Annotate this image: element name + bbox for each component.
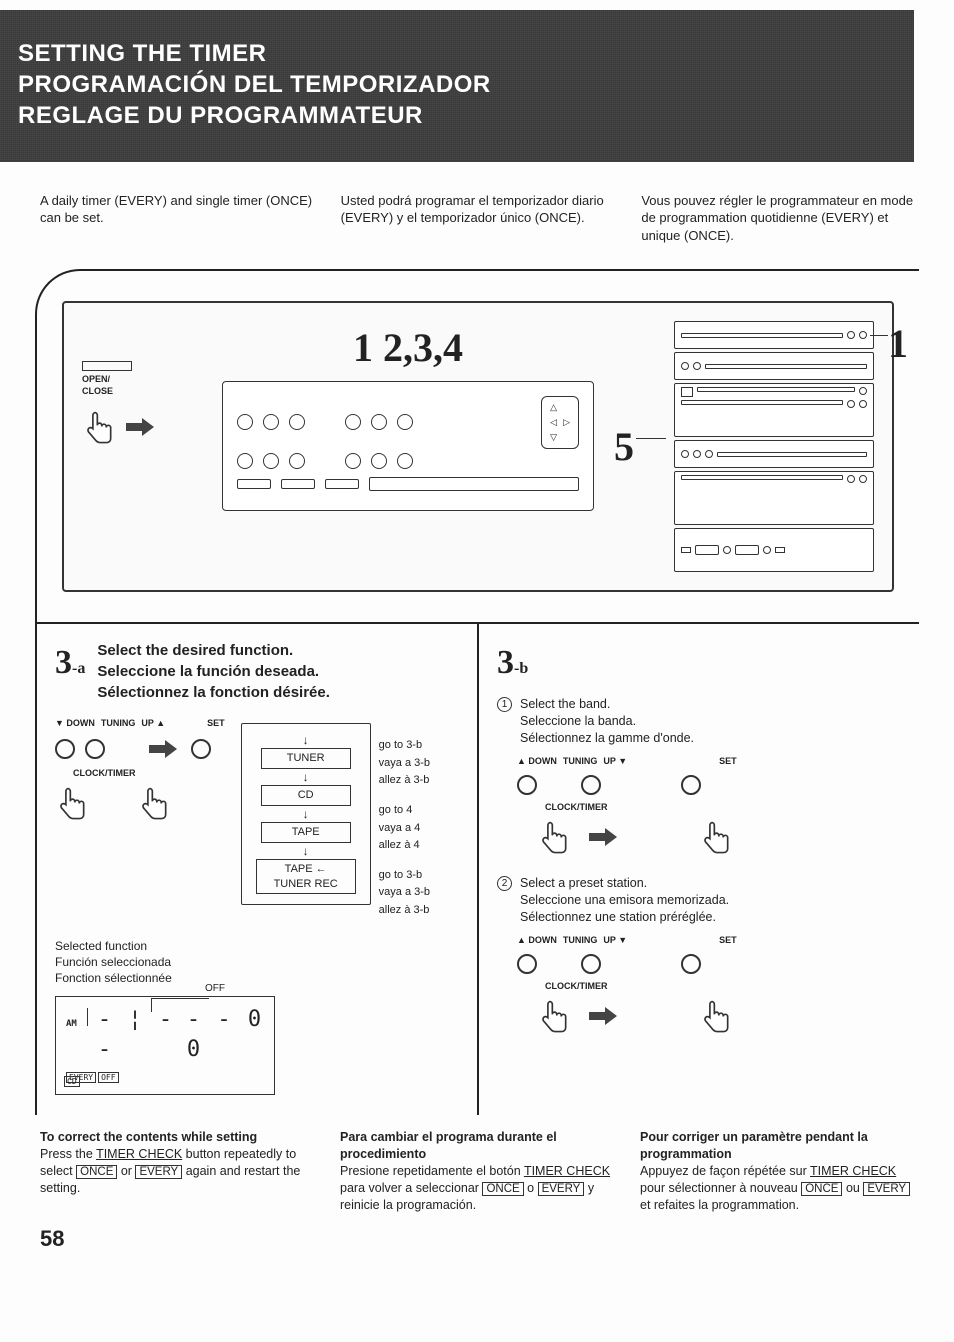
intro-en: A daily timer (EVERY) and single timer (… bbox=[40, 192, 313, 245]
footer-col-fr: Pour corriger un paramètre pendant la pr… bbox=[640, 1129, 914, 1214]
arrow-right-icon bbox=[145, 737, 181, 761]
open-close-label: OPEN/ CLOSE bbox=[82, 373, 202, 397]
intro-es: Usted podrá programar el temporizador di… bbox=[341, 192, 614, 245]
step-3b-item1: 1 Select the band. Seleccione la banda. … bbox=[497, 696, 901, 747]
tuning-controls-3b-2: ▲ DOWN TUNING UP ▼ SET CLOCK/TIMER bbox=[517, 934, 901, 1036]
up-knob[interactable] bbox=[85, 739, 105, 759]
flow-cd: CD bbox=[261, 785, 351, 806]
flow-tape: TAPE bbox=[261, 822, 351, 843]
header-line3: REGLAGE DU PROGRAMMATEUR bbox=[18, 100, 896, 131]
arrow-right-icon bbox=[122, 415, 158, 439]
arrow-right-icon bbox=[585, 825, 621, 849]
function-flowchart: ↓ TUNER ↓ CD ↓ TAPE ↓ TAPE ← TUNER REC g… bbox=[241, 723, 430, 919]
header-line1: SETTING THE TIMER bbox=[18, 38, 896, 69]
flow-side-labels: go to 3-b vaya a 3-b allez à 3-b go to 4… bbox=[379, 723, 430, 919]
device-illustration: OPEN/ CLOSE 1 2,3,4 △ ◁▷ ▽ bbox=[62, 301, 894, 592]
step-3a-titles: Select the desired function. Seleccione … bbox=[97, 640, 330, 703]
footer-col-es: Para cambiar el programa durante el proc… bbox=[340, 1129, 614, 1214]
tuning-controls-3a: ▼ DOWN TUNING UP ▲ SET CLOCK/TIMER bbox=[55, 717, 225, 823]
header-band: SETTING THE TIMER PROGRAMACIÓN DEL TEMPO… bbox=[0, 10, 914, 162]
clocktimer-label: CLOCK/TIMER bbox=[545, 980, 901, 992]
flow-tape-tuner-rec: TAPE ← TUNER REC bbox=[256, 859, 356, 895]
stereo-stack: 1 bbox=[674, 321, 874, 572]
down-knob[interactable] bbox=[517, 954, 537, 974]
arrow-right-icon bbox=[585, 1004, 621, 1028]
main-frame: OPEN/ CLOSE 1 2,3,4 △ ◁▷ ▽ bbox=[35, 269, 919, 1115]
hand-icon bbox=[82, 407, 116, 447]
clocktimer-label: CLOCK/TIMER bbox=[73, 767, 225, 779]
open-close-block: OPEN/ CLOSE bbox=[82, 321, 202, 447]
step-3b-item2: 2 Select a preset station. Seleccione un… bbox=[497, 875, 901, 926]
intro-columns: A daily timer (EVERY) and single timer (… bbox=[0, 192, 954, 270]
set-knob[interactable] bbox=[681, 954, 701, 974]
page-number: 58 bbox=[0, 1224, 954, 1266]
set-knob[interactable] bbox=[191, 739, 211, 759]
step-3b-id: 3-b bbox=[497, 640, 901, 686]
lcd-off-label: OFF bbox=[205, 982, 225, 996]
panel-step-numbers: 1 2,3,4 bbox=[222, 321, 594, 375]
footer-col-en: To correct the contents while setting Pr… bbox=[40, 1129, 314, 1214]
up-knob[interactable] bbox=[581, 954, 601, 974]
lower-steps: 3-a Select the desired function. Selecci… bbox=[37, 622, 919, 1115]
down-knob[interactable] bbox=[517, 775, 537, 795]
callout-1: 1 bbox=[888, 317, 908, 371]
selected-function-caption: Selected function Función seleccionada F… bbox=[55, 938, 459, 987]
center-panel: △ ◁▷ ▽ bbox=[222, 381, 594, 511]
callout-5: 5 bbox=[614, 420, 654, 474]
callout-5-wrap: 5 bbox=[614, 420, 654, 474]
tuning-controls-3b-1: ▲ DOWN TUNING UP ▼ SET CLOCK/TIMER bbox=[517, 755, 901, 857]
center-panel-wrap: 1 2,3,4 △ ◁▷ ▽ bbox=[222, 321, 594, 511]
step-3b: 3-b 1 Select the band. Seleccione la ban… bbox=[477, 624, 919, 1115]
hand-icon bbox=[537, 817, 571, 857]
clocktimer-label: CLOCK/TIMER bbox=[545, 801, 901, 813]
down-knob[interactable] bbox=[55, 739, 75, 759]
footer-notes: To correct the contents while setting Pr… bbox=[0, 1115, 954, 1224]
set-knob[interactable] bbox=[681, 775, 701, 795]
hand-icon bbox=[137, 783, 171, 823]
hand-icon bbox=[537, 996, 571, 1036]
header-line2: PROGRAMACIÓN DEL TEMPORIZADOR bbox=[18, 69, 896, 100]
flow-tuner: TUNER bbox=[261, 748, 351, 769]
step-3a: 3-a Select the desired function. Selecci… bbox=[37, 624, 477, 1115]
hand-icon bbox=[699, 996, 733, 1036]
up-knob[interactable] bbox=[581, 775, 601, 795]
hand-icon bbox=[699, 817, 733, 857]
intro-fr: Vous pouvez régler le programmateur en m… bbox=[641, 192, 914, 245]
step-3a-id: 3-a bbox=[55, 640, 85, 686]
lcd-display: AM - ¦ - - - - 0 0 EVERYOFF CD bbox=[55, 996, 275, 1095]
hand-icon bbox=[55, 783, 89, 823]
